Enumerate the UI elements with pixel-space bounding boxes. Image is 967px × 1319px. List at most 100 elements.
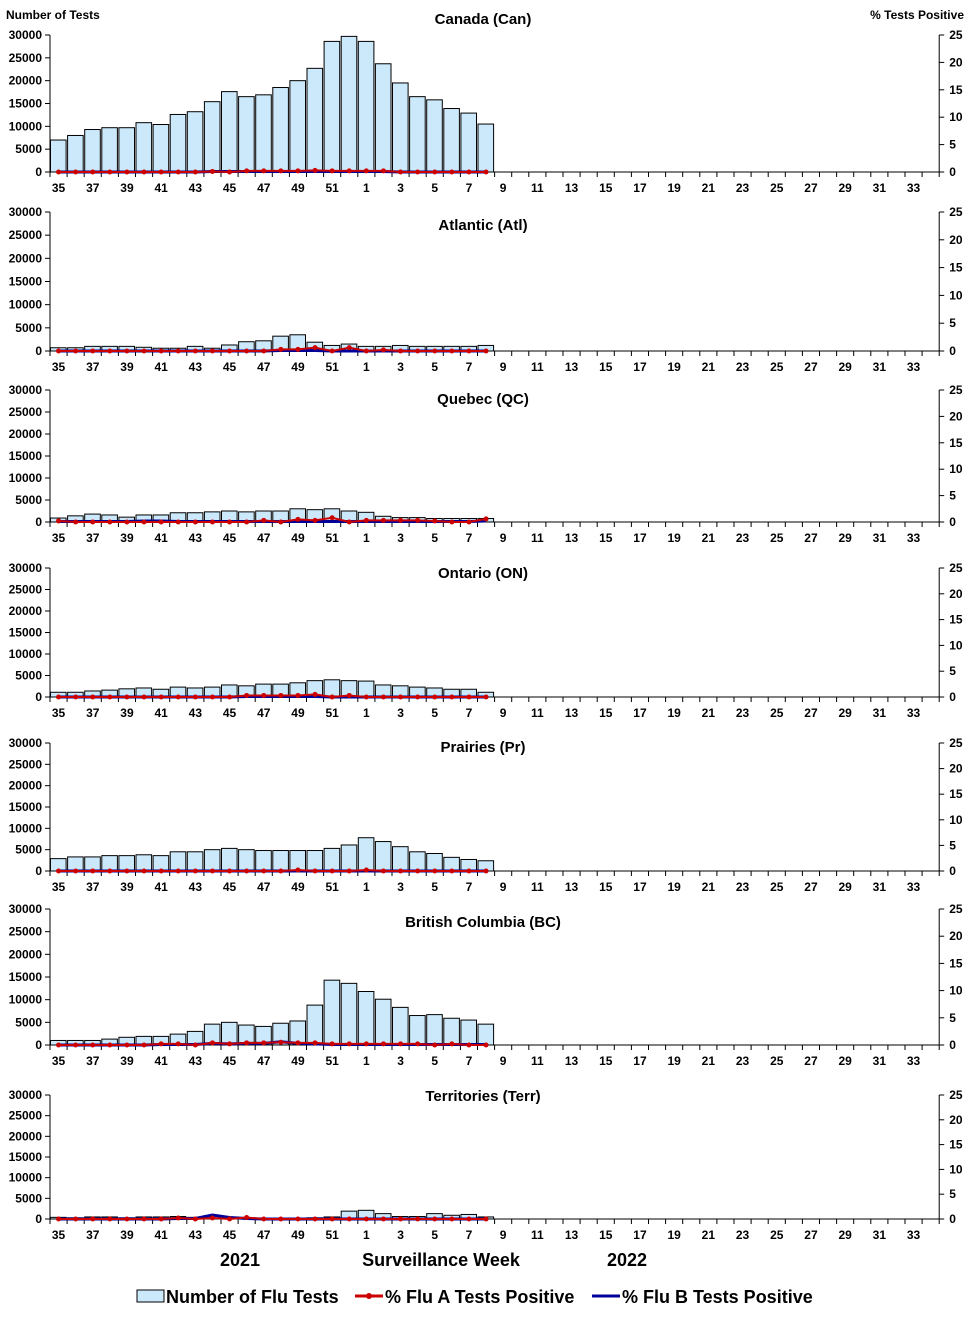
point-flu-a	[261, 348, 267, 354]
point-flu-a	[449, 1041, 455, 1047]
x-tick-label: 23	[736, 1228, 750, 1242]
point-flu-a	[312, 345, 318, 351]
x-tick-label: 35	[52, 880, 66, 894]
x-tick-label: 31	[873, 880, 887, 894]
bar-tests	[357, 991, 375, 1046]
x-tick-label: 3	[397, 531, 404, 545]
x-tick-label: 43	[189, 360, 203, 374]
point-flu-a	[73, 1042, 79, 1048]
y2-tick-label: 0	[949, 690, 956, 704]
y-tick-label: 10000	[9, 471, 43, 485]
x-tick-label: 25	[770, 1228, 784, 1242]
point-flu-a	[107, 519, 113, 525]
x-tick-label: 15	[599, 531, 613, 545]
y2-tick-label: 10	[949, 813, 963, 827]
point-flu-a	[312, 517, 318, 523]
bar-tests	[357, 837, 375, 872]
bar-tests	[409, 1015, 426, 1046]
x-tick-label: 51	[325, 1228, 339, 1242]
point-flu-a	[278, 168, 284, 174]
x-tick-label: 11	[531, 880, 544, 894]
bar-tests	[255, 850, 272, 872]
point-flu-a	[227, 868, 233, 874]
x-tick-label: 23	[736, 531, 750, 545]
x-tick-label: 33	[907, 360, 921, 374]
y2-tick-label: 25	[949, 736, 963, 750]
x-tick-label: 15	[599, 181, 613, 195]
point-flu-a	[158, 1216, 164, 1222]
y-tick-label: 20000	[9, 947, 43, 961]
x-tick-label: 31	[873, 1054, 887, 1068]
point-flu-a	[346, 692, 352, 698]
y2-tick-label: 20	[949, 587, 963, 601]
x-tick-label: 17	[633, 880, 647, 894]
x-tick-label: 1	[363, 531, 370, 545]
x-tick-label: 45	[223, 880, 237, 894]
x-tick-label: 41	[154, 1054, 168, 1068]
x-tick-label: 5	[431, 360, 438, 374]
x-tick-label: 37	[86, 360, 100, 374]
point-flu-a	[73, 169, 79, 175]
panel-title: British Columbia (BC)	[405, 914, 561, 931]
y-tick-label: 0	[35, 344, 42, 358]
panel-3: Ontario (ON) 0 5000 10000 15000 20000 25000 300…	[9, 561, 963, 720]
x-tick-label: 13	[565, 1228, 579, 1242]
point-flu-a	[158, 169, 164, 175]
x-tick-label: 35	[52, 531, 66, 545]
panel-1: Atlantic (Atl) 0 5000 10000 15000 20000 25000 3…	[9, 205, 963, 374]
y2-tick-label: 0	[949, 864, 956, 878]
point-flu-a	[380, 347, 386, 353]
x-tick-label: 17	[633, 1228, 647, 1242]
point-flu-a	[73, 348, 79, 354]
y2-tick-label: 5	[949, 489, 956, 503]
y-tick-label: 5000	[15, 321, 42, 335]
point-flu-a	[415, 1216, 421, 1222]
x-tick-label: 33	[907, 1228, 921, 1242]
point-flu-a	[124, 1042, 130, 1048]
x-tick-label: 13	[565, 880, 579, 894]
y-tick-label: 10000	[9, 821, 43, 835]
point-flu-a	[192, 1042, 198, 1048]
y-tick-label: 15000	[9, 800, 43, 814]
x-tick-label: 51	[325, 706, 339, 720]
point-flu-a	[73, 1216, 79, 1222]
y2-tick-label: 0	[949, 165, 956, 179]
x-tick-label: 49	[291, 1228, 305, 1242]
line-flu-a	[58, 346, 487, 353]
x-tick-label: 25	[770, 706, 784, 720]
point-flu-a	[107, 1216, 113, 1222]
y2-tick-label: 15	[949, 83, 963, 97]
x-tick-label: 11	[531, 706, 544, 720]
point-flu-a	[244, 868, 250, 874]
point-flu-a	[398, 1041, 404, 1047]
point-flu-a	[278, 692, 284, 698]
x-tick-label: 3	[397, 1228, 404, 1242]
point-flu-a	[449, 348, 455, 354]
y-tick-label: 20000	[9, 1129, 43, 1143]
x-tick-label: 17	[633, 531, 647, 545]
x-tick-label: 11	[531, 181, 544, 195]
x-tick-label: 31	[873, 706, 887, 720]
x-tick-label: 39	[120, 706, 134, 720]
point-flu-a	[329, 1216, 335, 1222]
y2-tick-label: 20	[949, 1113, 963, 1127]
bar-tests	[135, 122, 153, 173]
point-flu-a	[107, 1042, 113, 1048]
point-flu-a	[278, 868, 284, 874]
x-tick-label: 45	[223, 1054, 237, 1068]
x-tick-label: 41	[154, 360, 168, 374]
y-tick-label: 30000	[9, 1088, 43, 1102]
point-flu-a	[415, 868, 421, 874]
point-flu-a	[466, 169, 472, 175]
point-flu-a	[380, 868, 386, 874]
point-flu-a	[175, 1215, 181, 1221]
x-tick-label: 27	[804, 706, 818, 720]
y-tick-label: 5000	[15, 142, 42, 156]
x-tick-label: 31	[873, 1228, 887, 1242]
x-tick-label: 25	[770, 1054, 784, 1068]
point-flu-a	[107, 694, 113, 700]
y-tick-label: 25000	[9, 51, 43, 65]
line-flu-a	[58, 693, 487, 699]
x-tick-label: 49	[291, 531, 305, 545]
y2-tick-label: 0	[949, 1038, 956, 1052]
